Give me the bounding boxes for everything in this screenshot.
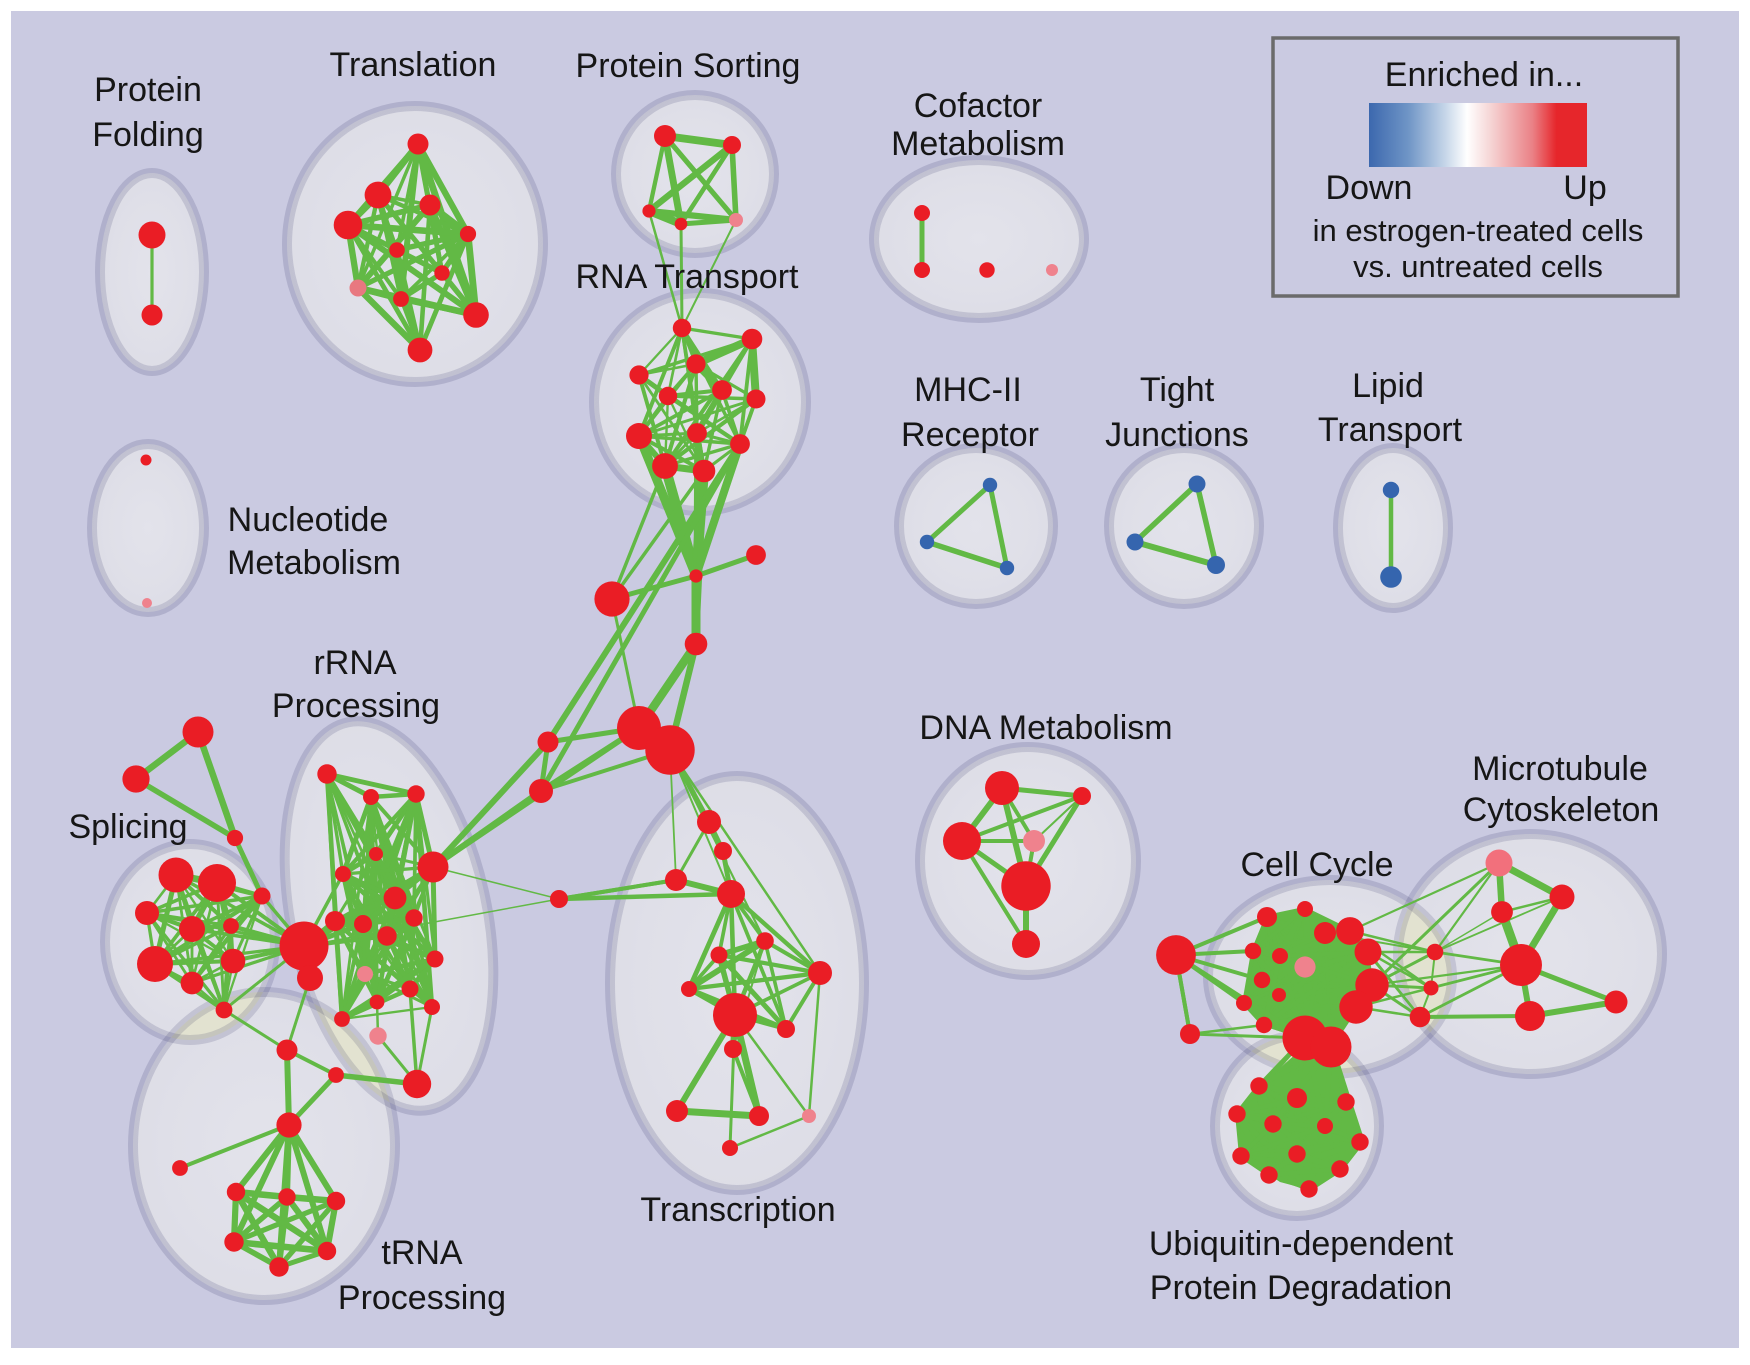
- svg-text:vs. untreated cells: vs. untreated cells: [1353, 249, 1603, 284]
- svg-text:Protein Sorting: Protein Sorting: [576, 47, 801, 85]
- svg-text:Protein: Protein: [94, 71, 202, 109]
- svg-text:DNA Metabolism: DNA Metabolism: [919, 709, 1172, 747]
- svg-text:Microtubule: Microtubule: [1472, 750, 1648, 788]
- svg-text:Tight: Tight: [1140, 371, 1215, 409]
- svg-text:Protein Degradation: Protein Degradation: [1150, 1269, 1452, 1307]
- svg-text:Processing: Processing: [272, 687, 440, 725]
- svg-text:Translation: Translation: [330, 46, 497, 84]
- svg-text:MHC-II: MHC-II: [914, 371, 1022, 409]
- svg-text:Cell Cycle: Cell Cycle: [1240, 846, 1393, 884]
- svg-text:in estrogen-treated cells: in estrogen-treated cells: [1313, 213, 1644, 248]
- svg-text:Cytoskeleton: Cytoskeleton: [1463, 791, 1660, 829]
- svg-text:Down: Down: [1326, 169, 1413, 207]
- svg-text:Metabolism: Metabolism: [227, 544, 401, 582]
- svg-text:RNA Transport: RNA Transport: [576, 258, 800, 296]
- svg-text:Cofactor: Cofactor: [914, 87, 1043, 125]
- svg-text:Transcription: Transcription: [640, 1191, 835, 1229]
- svg-text:Ubiquitin-dependent: Ubiquitin-dependent: [1149, 1225, 1454, 1263]
- svg-text:Up: Up: [1563, 169, 1606, 207]
- svg-text:Receptor: Receptor: [901, 416, 1039, 454]
- svg-text:Nucleotide: Nucleotide: [228, 501, 389, 539]
- svg-text:Splicing: Splicing: [68, 808, 187, 846]
- svg-text:Enriched in...: Enriched in...: [1385, 56, 1583, 94]
- svg-text:Lipid: Lipid: [1352, 367, 1424, 405]
- svg-text:Folding: Folding: [92, 116, 204, 154]
- svg-text:rRNA: rRNA: [313, 644, 396, 682]
- svg-text:Metabolism: Metabolism: [891, 125, 1065, 163]
- svg-text:tRNA: tRNA: [381, 1234, 463, 1272]
- svg-text:Transport: Transport: [1318, 411, 1463, 449]
- svg-text:Junctions: Junctions: [1105, 416, 1249, 454]
- svg-text:Processing: Processing: [338, 1279, 506, 1317]
